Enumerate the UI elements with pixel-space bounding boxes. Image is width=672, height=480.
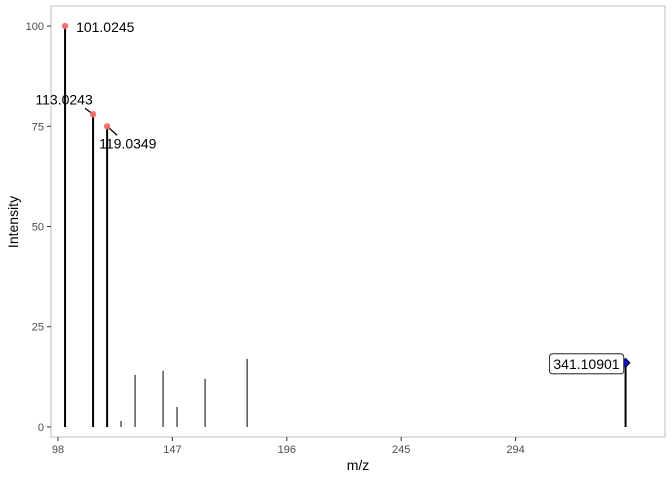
- peak-label: 113.0243: [35, 91, 93, 107]
- y-axis-title: Intensity: [5, 196, 21, 248]
- y-tick-label: 100: [26, 21, 44, 33]
- peak-stems: [64, 26, 627, 427]
- y-axis-ticks: 0 25 50 75 100: [26, 21, 51, 434]
- x-tick-label: 98: [52, 444, 64, 456]
- y-tick-label: 75: [32, 121, 44, 133]
- y-tick-label: 50: [32, 222, 44, 234]
- fragment-marker: [103, 123, 111, 130]
- peak-label: 101.0245: [76, 19, 135, 35]
- x-tick-label: 147: [163, 444, 181, 456]
- x-tick-label: 294: [506, 444, 524, 456]
- peak-annotations: 101.0245 113.0243 119.0349 341.10901: [35, 19, 631, 375]
- x-axis-title: m/z: [347, 457, 370, 473]
- peak-label: 341.10901: [553, 356, 619, 372]
- y-tick-label: 25: [32, 322, 44, 334]
- x-tick-label: 196: [278, 444, 296, 456]
- y-tick-label: 0: [38, 422, 44, 434]
- fragment-marker: [61, 22, 69, 30]
- x-axis-ticks: 98 147 196 245 294: [52, 437, 525, 456]
- fragment-marker: [89, 111, 97, 118]
- x-tick-label: 245: [392, 444, 410, 456]
- peak-label-box: [548, 353, 625, 375]
- peak-label: 119.0349: [99, 135, 157, 151]
